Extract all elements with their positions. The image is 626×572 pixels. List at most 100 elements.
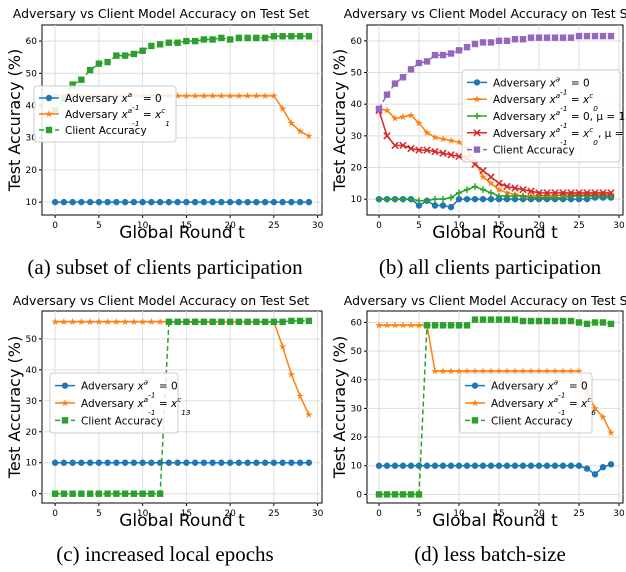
data-point xyxy=(244,318,251,326)
data-point xyxy=(447,136,455,144)
x-tick-label: 25 xyxy=(573,221,584,231)
data-point xyxy=(503,462,511,469)
data-point xyxy=(130,459,138,466)
data-point xyxy=(607,32,615,40)
x-tick-label: 10 xyxy=(137,509,149,519)
data-point xyxy=(535,462,543,469)
data-point xyxy=(296,33,304,40)
chart-title: Adversary vs Client Model Accuracy on Te… xyxy=(344,6,626,21)
data-point xyxy=(226,318,234,326)
caption: (a) subset of clients participation xyxy=(27,255,303,279)
data-point xyxy=(503,316,511,323)
series xyxy=(375,321,615,437)
data-point xyxy=(165,318,173,326)
data-point xyxy=(415,202,423,209)
y-tick-label: 40 xyxy=(26,102,38,112)
data-point xyxy=(503,182,511,191)
data-point xyxy=(511,36,519,43)
data-point xyxy=(455,195,463,203)
data-point xyxy=(543,367,551,375)
y-axis-label: Test Accuracy (%) xyxy=(5,336,24,479)
data-point xyxy=(511,316,519,323)
data-point xyxy=(148,459,155,466)
data-point xyxy=(591,189,599,197)
data-point xyxy=(288,317,295,325)
data-point xyxy=(479,462,487,469)
data-point xyxy=(495,179,503,188)
chart-title: Adversary vs Client Model Accuracy on Te… xyxy=(344,293,626,308)
data-point xyxy=(60,198,68,206)
legend-label: Adversary xa-1​ = xc6​ xyxy=(491,395,596,417)
data-point xyxy=(567,317,575,325)
legend-item: Adversary xa-1​ = xc0​, μ = 1 xyxy=(467,125,626,147)
data-point xyxy=(471,183,479,190)
data-point xyxy=(511,462,519,469)
data-point xyxy=(567,367,575,375)
data-point xyxy=(278,104,287,112)
data-point xyxy=(51,198,59,206)
legend-box xyxy=(33,85,177,143)
data-point xyxy=(543,317,551,325)
data-point xyxy=(591,319,599,326)
data-point xyxy=(415,321,423,329)
data-point xyxy=(455,189,463,197)
data-point xyxy=(191,91,199,100)
x-tick-label: 20 xyxy=(533,509,545,519)
data-point xyxy=(519,185,527,194)
x-tick-label: 20 xyxy=(224,221,236,231)
x-tick-label: 5 xyxy=(416,221,422,231)
caption: (c) increased local epochs xyxy=(56,542,273,566)
data-point xyxy=(60,459,68,466)
legend-item: Client Accuracy xyxy=(39,125,147,137)
y-tick-label: 40 xyxy=(26,366,38,376)
data-point xyxy=(527,187,535,195)
data-point xyxy=(200,91,208,100)
data-point xyxy=(439,322,447,329)
data-point xyxy=(112,317,121,326)
data-point xyxy=(431,147,439,156)
x-tick-label: 20 xyxy=(533,221,545,231)
data-point xyxy=(431,367,439,375)
x-tick-label: 30 xyxy=(312,509,324,519)
y-axis-label: Test Accuracy (%) xyxy=(5,49,24,192)
data-point xyxy=(399,74,407,81)
data-point xyxy=(139,47,146,54)
data-point xyxy=(217,91,226,100)
data-point xyxy=(535,194,543,201)
data-point xyxy=(423,58,431,65)
data-point xyxy=(95,198,103,206)
data-point xyxy=(156,198,164,206)
x-tick-label: 5 xyxy=(96,221,102,231)
data-point xyxy=(226,198,234,206)
series xyxy=(375,461,615,478)
data-point xyxy=(183,318,190,326)
data-point xyxy=(455,367,463,375)
data-point xyxy=(423,197,431,204)
data-point xyxy=(591,32,599,40)
data-point xyxy=(218,318,225,326)
data-point xyxy=(147,317,156,326)
legend-label: Adversary xa-1​ = xc0​ xyxy=(493,91,598,113)
data-point xyxy=(253,459,260,466)
legend-label: Adversary xa-1​ = 0, μ = 1 xyxy=(493,108,625,130)
data-point xyxy=(51,317,59,326)
data-point xyxy=(559,317,567,325)
y-tick-label: 50 xyxy=(351,69,363,79)
data-point xyxy=(121,198,129,206)
data-point xyxy=(174,459,181,466)
legend-label: Adversary xa-1​ = xc13​ xyxy=(81,395,191,417)
y-tick-label: 30 xyxy=(26,134,38,144)
data-point xyxy=(383,462,391,469)
data-point xyxy=(607,189,615,197)
x-axis-label: Global Round t xyxy=(432,223,558,243)
data-point xyxy=(487,173,495,181)
data-point xyxy=(415,197,423,204)
data-point xyxy=(86,490,94,497)
data-point xyxy=(439,135,447,143)
data-point xyxy=(599,32,607,40)
data-point xyxy=(463,367,471,375)
data-point xyxy=(86,198,94,206)
data-point xyxy=(447,367,455,375)
